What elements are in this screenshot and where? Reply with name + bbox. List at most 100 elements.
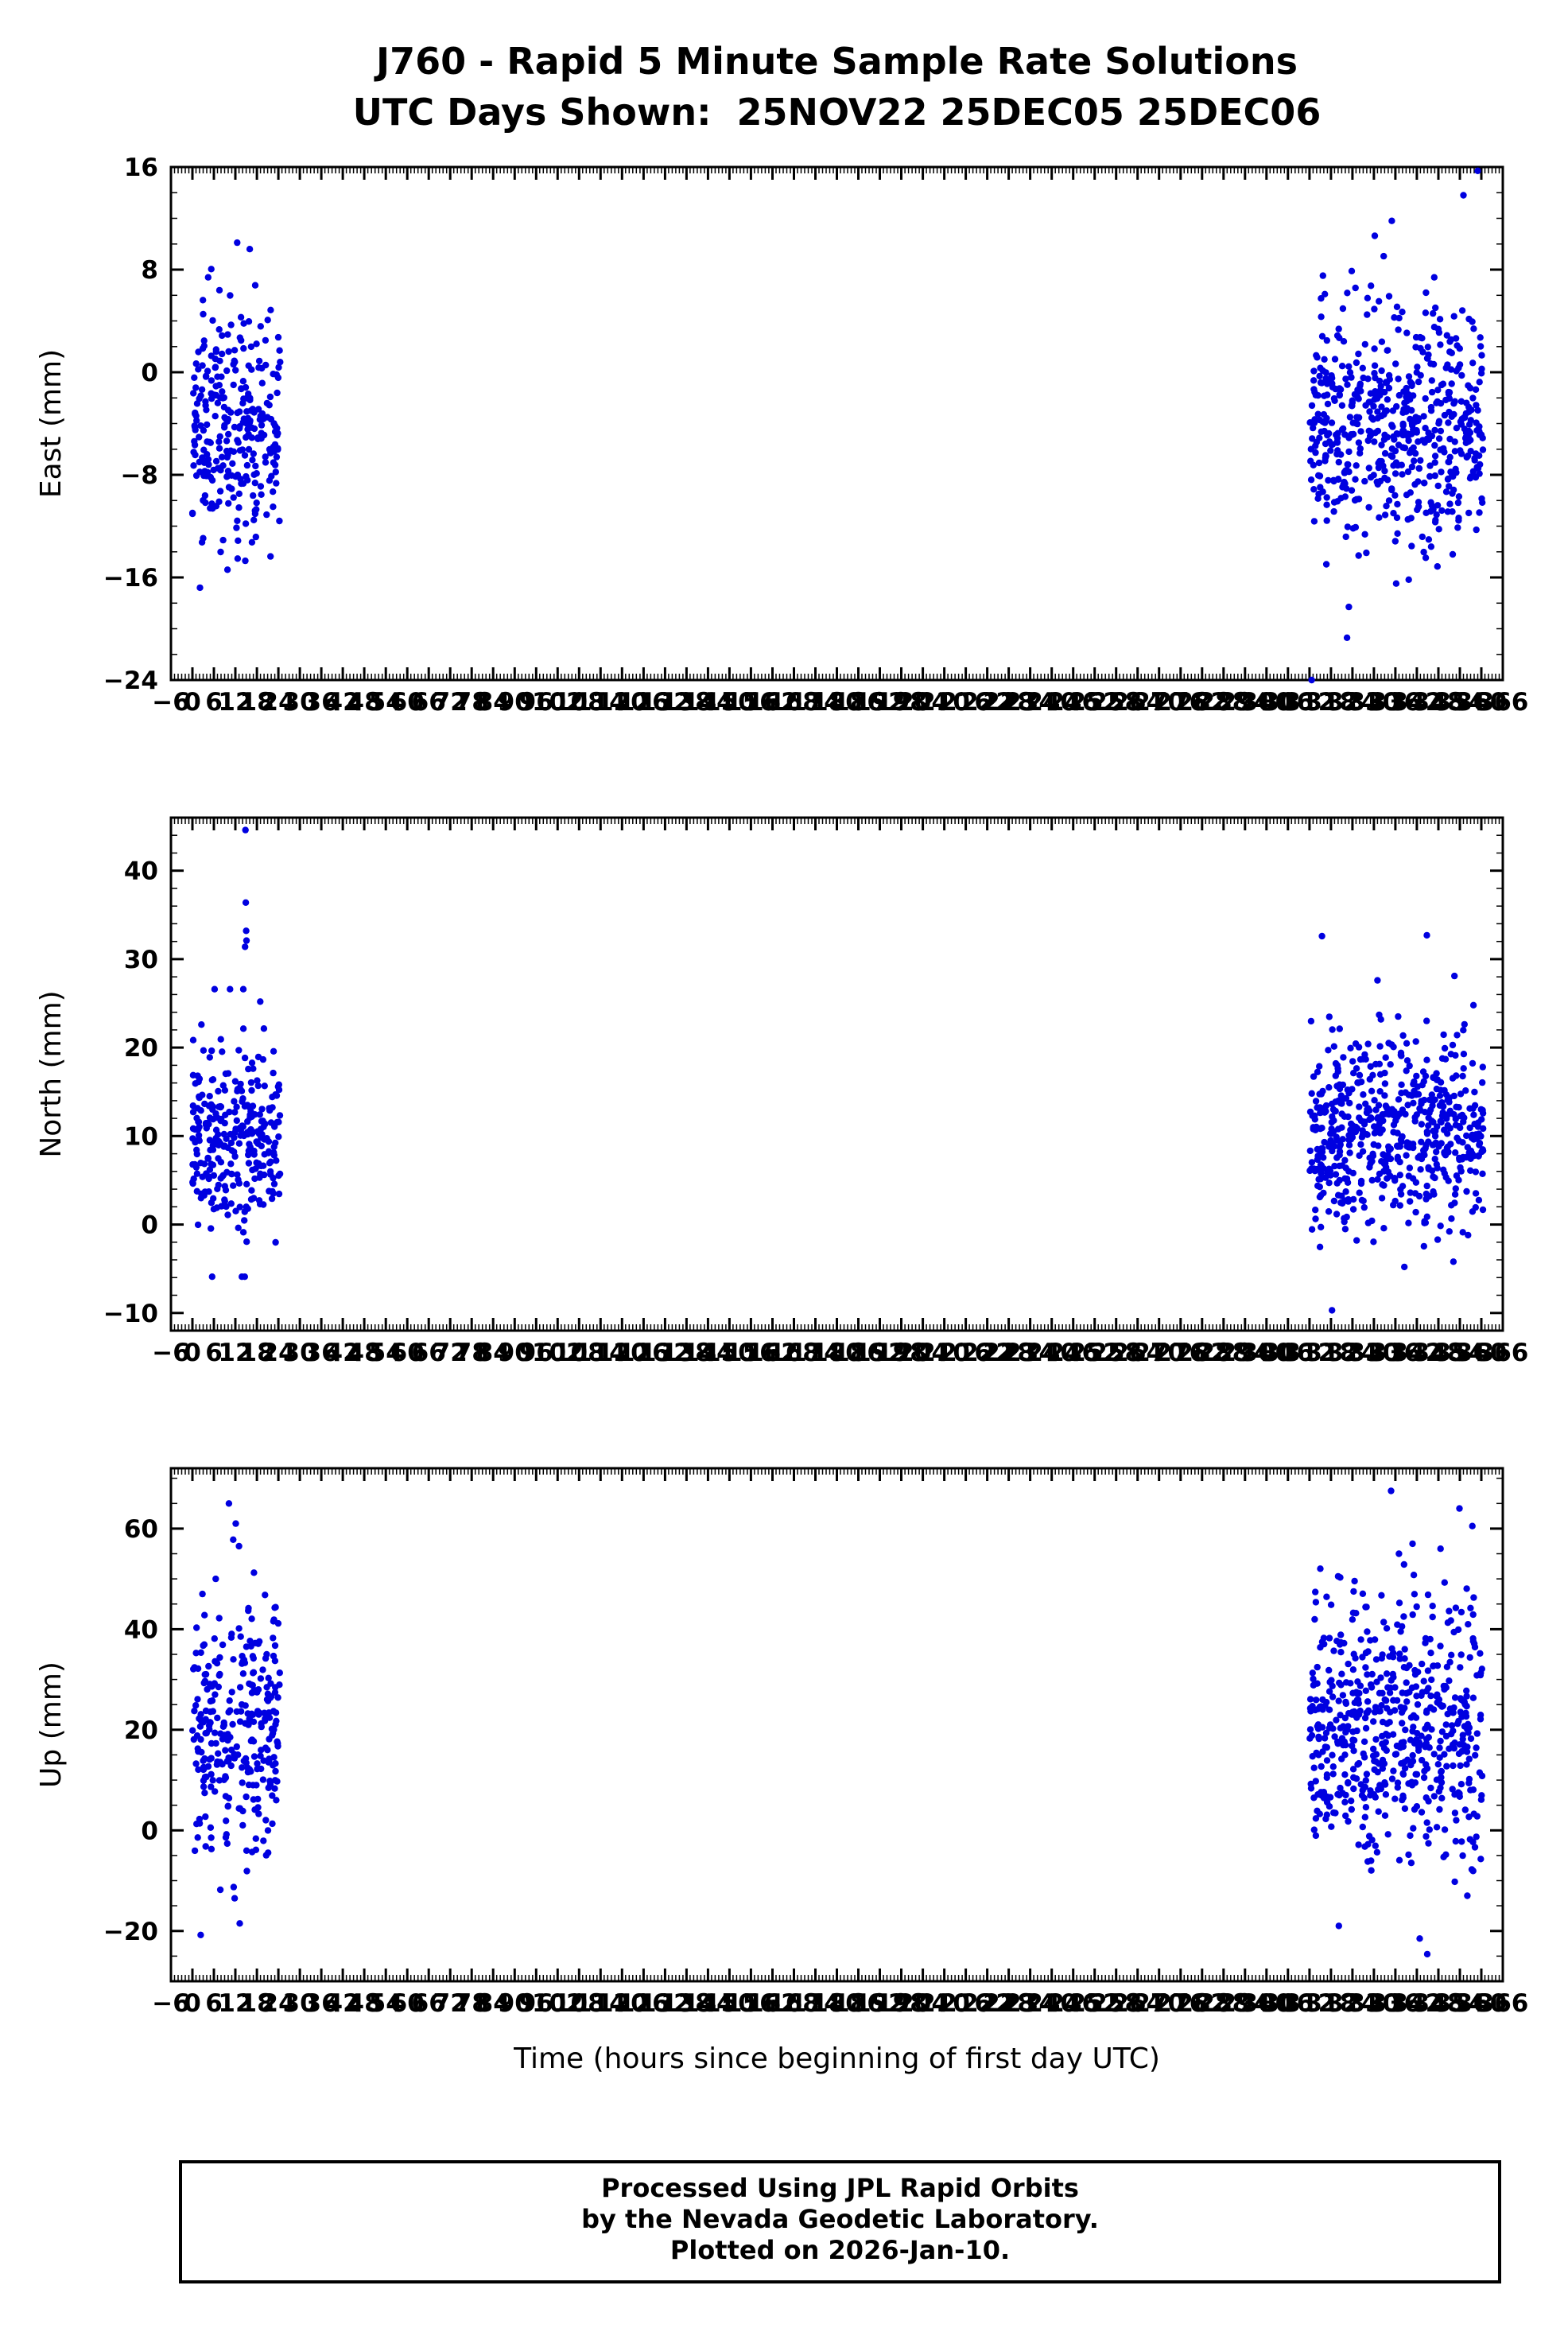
data-point (1371, 396, 1378, 403)
data-point (231, 1109, 239, 1116)
data-point (1463, 1761, 1470, 1768)
data-point (1465, 427, 1473, 435)
data-point (1420, 413, 1427, 420)
data-point (1345, 603, 1353, 611)
data-point (1453, 367, 1460, 375)
data-point (239, 985, 247, 993)
data-point (1316, 472, 1324, 480)
data-point (1322, 290, 1329, 297)
data-point (227, 321, 235, 328)
data-point (270, 1754, 278, 1761)
data-point (223, 448, 231, 455)
data-point (1329, 1113, 1336, 1121)
data-point (1476, 509, 1483, 516)
data-point (254, 1082, 262, 1090)
data-point (1450, 472, 1457, 480)
x-tick-label: 282 (1176, 1989, 1228, 2018)
data-point (257, 483, 265, 490)
data-point (223, 1831, 230, 1838)
axis-frame (169, 816, 1504, 1332)
data-point (1436, 316, 1444, 323)
data-point (225, 1708, 232, 1716)
data-point (1392, 360, 1399, 367)
data-point (231, 1098, 238, 1105)
data-point (1330, 1809, 1337, 1817)
data-point (1451, 1199, 1458, 1207)
data-point (1334, 1572, 1342, 1580)
data-point (265, 1784, 272, 1791)
data-point (1434, 1761, 1442, 1768)
data-point (227, 1170, 235, 1178)
data-point (1310, 1073, 1318, 1080)
x-tick-label: 60 (390, 688, 425, 717)
data-point (258, 1162, 265, 1170)
data-point (1423, 1017, 1430, 1024)
data-point (257, 1125, 265, 1133)
data-point (1410, 1080, 1417, 1088)
data-point (1347, 1136, 1355, 1143)
data-point (1407, 1198, 1414, 1205)
data-point (1454, 524, 1461, 531)
data-point (266, 1187, 273, 1195)
data-point (254, 1140, 262, 1148)
data-point (1381, 511, 1389, 519)
data-point (1422, 1761, 1430, 1768)
data-point (1430, 1118, 1437, 1126)
data-point (1321, 356, 1328, 363)
data-point (1360, 1738, 1368, 1745)
data-point (1449, 550, 1457, 558)
data-point (1349, 1736, 1356, 1743)
data-point (1371, 345, 1378, 352)
x-tick-label: 318 (1306, 1339, 1357, 1367)
data-point (1440, 1102, 1447, 1110)
data-point (219, 536, 227, 544)
data-point (1319, 367, 1326, 375)
data-point (250, 471, 258, 478)
x-tick-label: 288 (1197, 1989, 1249, 2018)
x-tick-label: 306 (1262, 1339, 1314, 1367)
data-point (215, 1750, 222, 1757)
data-point (1390, 1129, 1397, 1136)
x-tick-label: 96 (519, 1339, 553, 1367)
data-point (238, 336, 245, 344)
data-point (1308, 402, 1316, 410)
x-tick-label: 96 (519, 1989, 553, 2018)
data-point (1407, 415, 1414, 423)
data-point (239, 419, 246, 426)
data-point (1454, 1032, 1461, 1039)
data-point (1356, 1711, 1363, 1718)
data-point (1464, 1892, 1471, 1899)
data-point (270, 1762, 277, 1769)
x-tick-label: −6 (152, 688, 190, 717)
data-point (1404, 1102, 1411, 1109)
data-point (219, 1735, 227, 1743)
data-point (221, 1142, 228, 1149)
data-point (1413, 1603, 1420, 1611)
data-point (266, 1735, 273, 1743)
data-point (247, 1195, 255, 1203)
data-point (1331, 397, 1338, 404)
data-point (1449, 490, 1456, 497)
data-point (224, 1211, 231, 1218)
data-point (1451, 448, 1459, 455)
data-point (234, 1171, 241, 1179)
data-point (238, 385, 245, 393)
data-point (1354, 1079, 1361, 1086)
data-point (1477, 343, 1485, 350)
data-point (218, 453, 226, 461)
data-point (1314, 1663, 1321, 1671)
data-point (1329, 1307, 1336, 1314)
x-tick-label: 246 (1047, 1339, 1099, 1367)
data-point (1463, 453, 1470, 461)
data-point (192, 1702, 200, 1709)
data-point (1365, 464, 1373, 472)
data-point (1344, 381, 1351, 388)
data-point (215, 445, 223, 452)
data-point (1361, 531, 1368, 538)
data-point (1448, 1215, 1455, 1222)
data-point (212, 1126, 220, 1133)
data-point (1395, 1096, 1403, 1103)
data-point (261, 1136, 268, 1143)
data-point (1315, 1176, 1322, 1183)
data-point (1457, 398, 1465, 405)
